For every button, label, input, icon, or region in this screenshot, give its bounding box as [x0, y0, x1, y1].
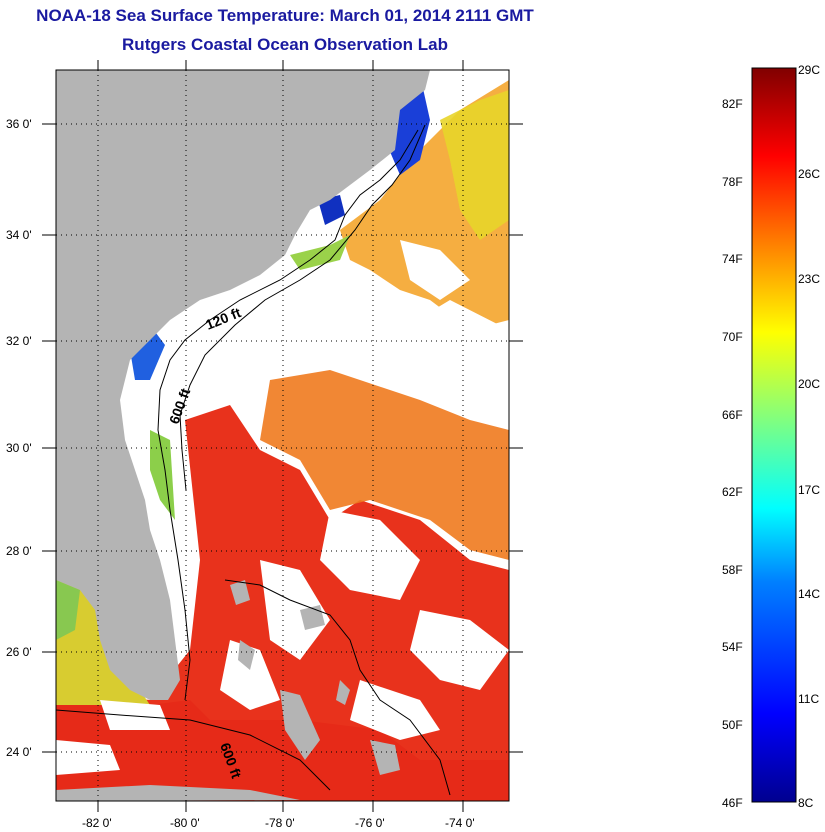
lon-label-78: -78 0': [265, 816, 295, 830]
graticule: [56, 70, 509, 801]
lat-label-34: 34 0': [6, 228, 32, 242]
colorbar-c-11: 11C: [798, 692, 819, 706]
lon-label-74: -74 0': [445, 816, 475, 830]
colorbar-c-23: 23C: [798, 272, 820, 286]
gulf-green-water: [56, 580, 80, 640]
lat-label-28: 28 0': [6, 544, 32, 558]
lon-label-82: -82 0': [82, 816, 112, 830]
colorbar-c-14: 14C: [798, 587, 820, 601]
colorbar-f-46: 46F: [722, 796, 743, 810]
colorbar-f-70: 70F: [722, 330, 743, 344]
colorbar-f-58: 58F: [722, 563, 743, 577]
tick-marks: [42, 60, 523, 812]
lon-label-80: -80 0': [170, 816, 200, 830]
colorbar-c-29: 29C: [798, 63, 820, 77]
lat-label-24: 24 0': [6, 745, 32, 759]
colorbar-f-74: 74F: [722, 252, 743, 266]
colorbar-c-26: 26C: [798, 167, 820, 181]
blue-coastal-water-sc: [130, 325, 165, 380]
colorbar-c-8: 8C: [798, 796, 814, 810]
map-subtitle: Rutgers Coastal Ocean Observation Lab: [122, 35, 448, 54]
temperature-colorbar: 82F 78F 74F 70F 66F 62F 58F 54F 50F 46F …: [722, 63, 820, 810]
map-title: NOAA-18 Sea Surface Temperature: March 0…: [36, 6, 534, 25]
colorbar-f-62: 62F: [722, 485, 743, 499]
colorbar-gradient: [751, 67, 797, 803]
bahamas-contour: [224, 579, 451, 796]
lat-label-36: 36 0': [6, 117, 32, 131]
yellow-shelf-water: [440, 90, 509, 240]
colorbar-f-54: 54F: [722, 640, 743, 654]
colorbar-f-50: 50F: [722, 718, 743, 732]
lon-label-76: -76 0': [355, 816, 385, 830]
sst-map: 120 ft 600 ft 600 ft 36 0' 34 0': [6, 60, 523, 830]
lat-label-32: 32 0': [6, 334, 32, 348]
colorbar-f-66: 66F: [722, 408, 743, 422]
gulf-contour: [56, 709, 331, 791]
contour-120ft: [157, 129, 419, 701]
us-mainland: [56, 70, 430, 700]
lat-label-30: 30 0': [6, 441, 32, 455]
orange-offshore-band: [260, 370, 509, 560]
lat-label-26: 26 0': [6, 645, 32, 659]
colorbar-c-20: 20C: [798, 377, 820, 391]
colorbar-f-82: 82F: [722, 97, 743, 111]
colorbar-c-17: 17C: [798, 483, 820, 497]
colorbar-f-78: 78F: [722, 175, 743, 189]
cuba: [56, 785, 300, 801]
